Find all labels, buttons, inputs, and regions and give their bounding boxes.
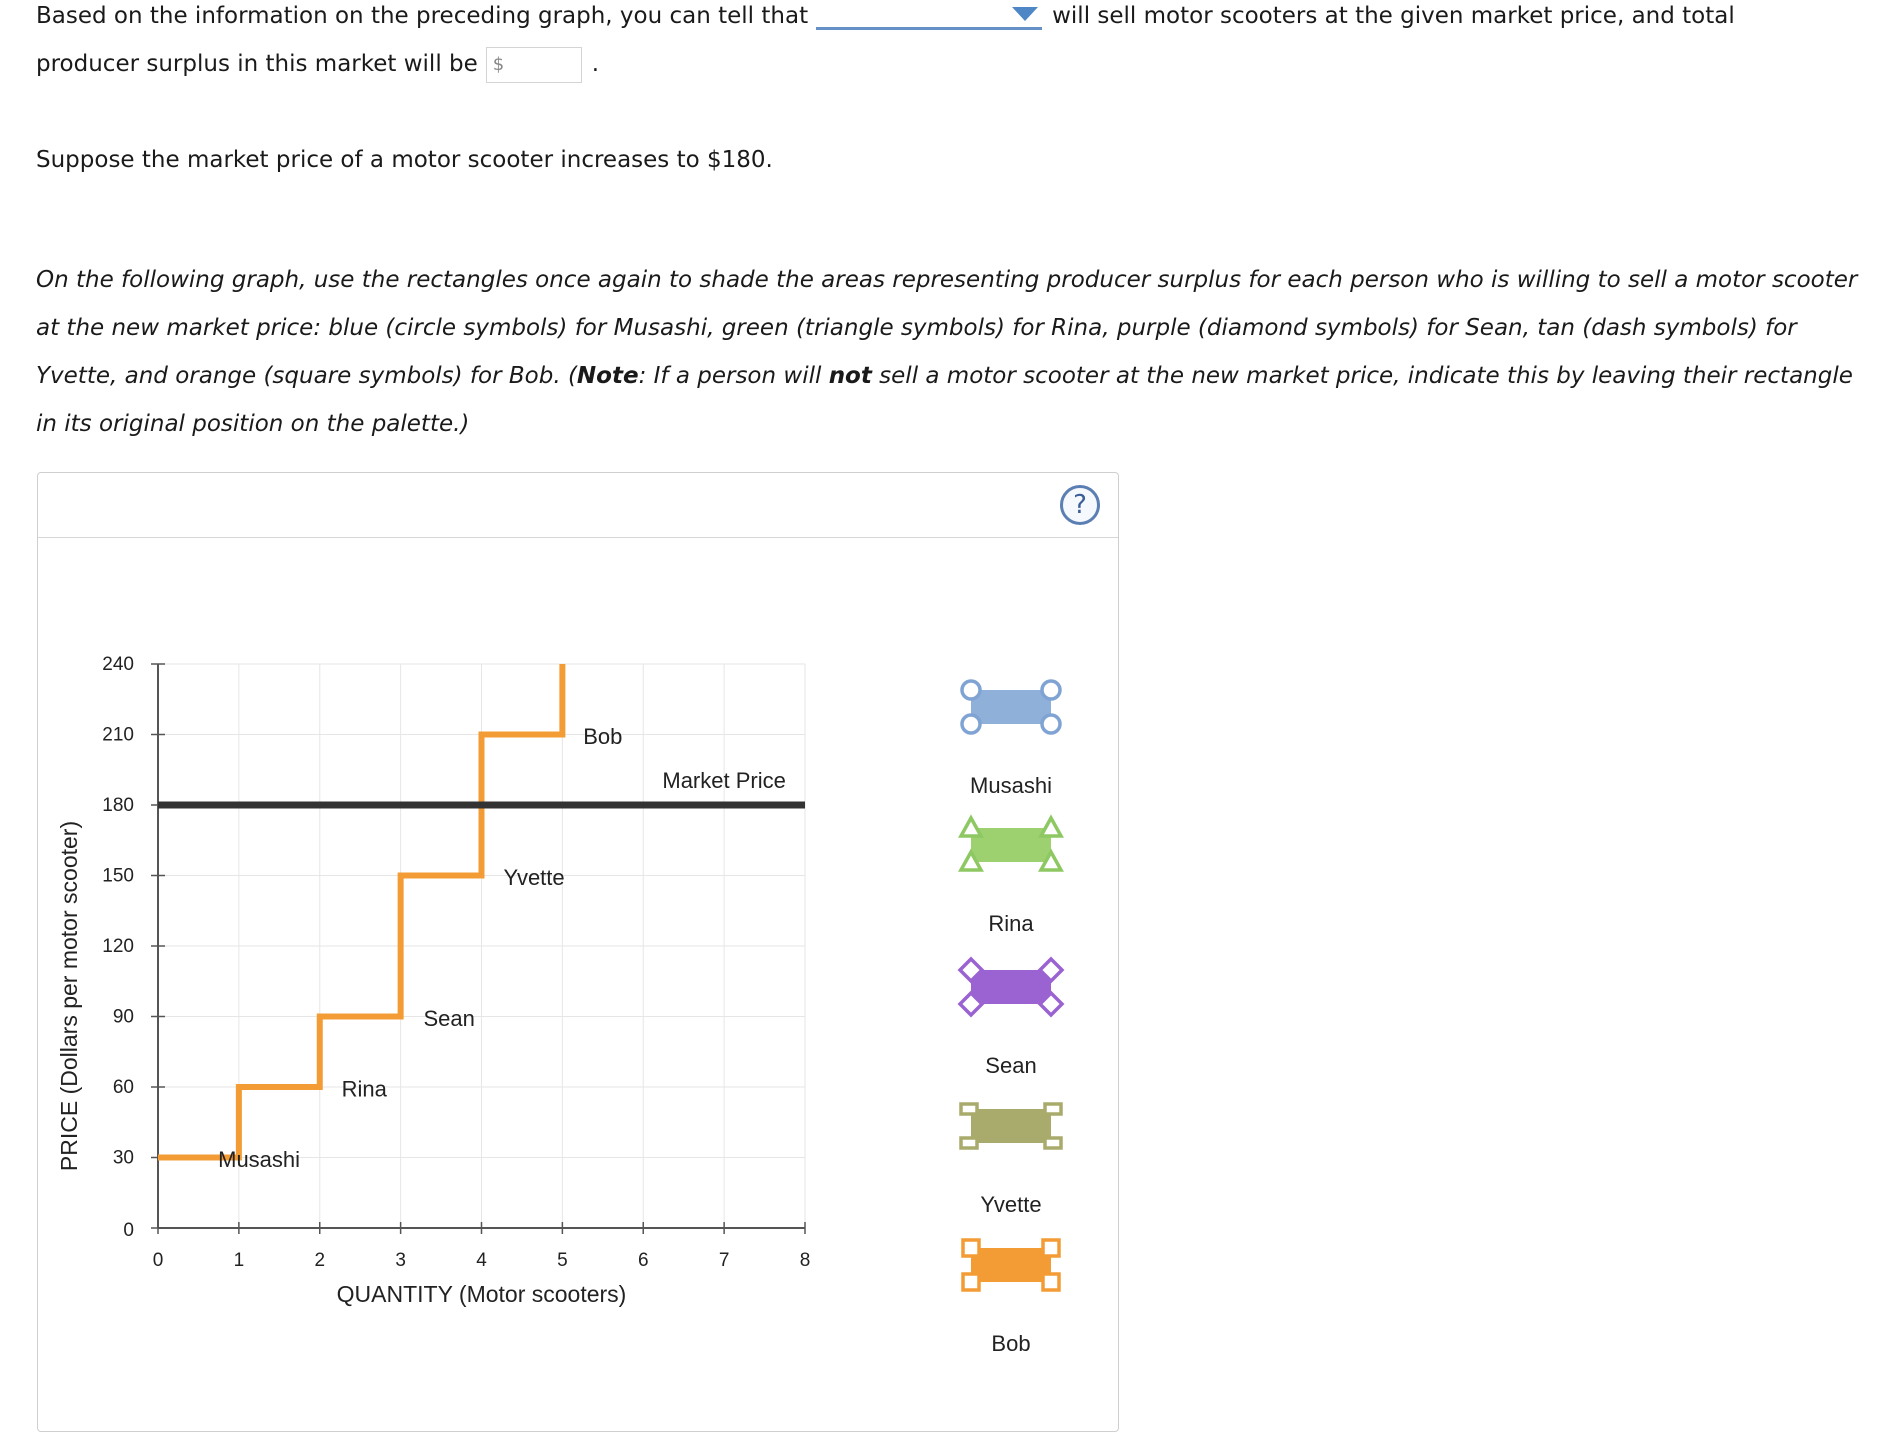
palette-label-yvette: Yvette [980,1192,1041,1217]
palette-rect-sean[interactable] [971,970,1051,1004]
market-price-label: Market Price [662,768,785,793]
x-tick-label: 2 [314,1250,325,1271]
palette-bob-square-handle[interactable] [963,1274,979,1290]
step-label-musashi: Musashi [218,1147,300,1172]
x-tick-label: 4 [476,1250,487,1271]
not-emphasis: not [829,363,872,389]
palette-rina-triangle-handle[interactable] [1041,818,1061,836]
step-label-rina: Rina [342,1076,388,1101]
step-label-sean: Sean [423,1006,474,1031]
palette-yvette-dash-handle[interactable] [961,1138,977,1148]
palette-musashi-circle-handle[interactable] [1042,715,1060,733]
y-tick-label: 30 [113,1148,134,1169]
x-tick-label: 1 [234,1250,245,1271]
palette-rect-musashi[interactable] [971,690,1051,724]
dropdown-caret-icon[interactable] [1012,7,1038,21]
x-axis-title: QUANTITY (Motor scooters) [337,1281,627,1307]
palette-rect-bob[interactable] [971,1248,1051,1282]
palette-musashi-circle-handle[interactable] [962,681,980,699]
currency-symbol: $ [493,54,504,75]
palette-label-rina: Rina [988,911,1034,936]
x-tick-label: 3 [395,1250,406,1271]
palette-rina-triangle-handle[interactable] [961,818,981,836]
question-line2-prefix: producer surplus in this market will be [36,51,478,77]
palette-label-bob: Bob [991,1331,1030,1356]
y-tick-label: 240 [102,654,134,675]
x-tick-label: 6 [638,1250,649,1271]
y-tick-label: 120 [102,936,134,957]
y-tick-label: 210 [102,725,134,746]
instructions-part-b: : If a person will [639,363,829,389]
palette-bob-square-handle[interactable] [1043,1274,1059,1290]
x-tick-label: 7 [719,1250,730,1271]
palette-musashi-circle-handle[interactable] [962,715,980,733]
y-tick-label: 90 [113,1007,134,1028]
palette-label-musashi: Musashi [970,773,1052,798]
palette-yvette-dash-handle[interactable] [961,1104,977,1114]
x-tick-label: 5 [557,1250,568,1271]
palette-rect-rina[interactable] [971,828,1051,862]
palette-yvette-dash-handle[interactable] [1045,1138,1061,1148]
palette-label-sean: Sean [985,1053,1036,1078]
question-paragraph: Based on the information on the precedin… [36,0,1876,88]
palette-yvette-dash-handle[interactable] [1045,1104,1061,1114]
x-tick-label: 8 [800,1250,811,1271]
note-label: Note [577,363,639,389]
price-change-text: Suppose the market price of a motor scoo… [36,136,773,184]
question-line1-prefix: Based on the information on the precedin… [36,3,808,29]
step-label-bob: Bob [583,724,622,749]
y-tick-label: 180 [102,795,134,816]
x-tick-label: 0 [153,1250,164,1271]
palette-bob-square-handle[interactable] [963,1240,979,1256]
y-tick-label: 150 [102,866,134,887]
y-tick-label: 60 [113,1077,134,1098]
question-line1-suffix: will sell motor scooters at the given ma… [1052,3,1735,29]
instructions-text: On the following graph, use the rectangl… [36,256,1876,448]
producer-surplus-input[interactable]: $ [486,47,582,83]
palette-musashi-circle-handle[interactable] [1042,681,1060,699]
y-axis-title: PRICE (Dollars per motor scooter) [56,821,82,1171]
y-tick-label: 0 [123,1220,134,1241]
palette-rect-yvette[interactable] [971,1109,1051,1143]
step-label-yvette: Yvette [503,865,564,890]
seller-dropdown[interactable] [816,3,1042,30]
sentence-period: . [592,40,599,88]
palette-bob-square-handle[interactable] [1043,1240,1059,1256]
producer-surplus-chart: 0 1 2 3 4 5 6 7 8 0 30 60 90 120 150 180 210 240 QUANTITY … [38,473,1118,1413]
